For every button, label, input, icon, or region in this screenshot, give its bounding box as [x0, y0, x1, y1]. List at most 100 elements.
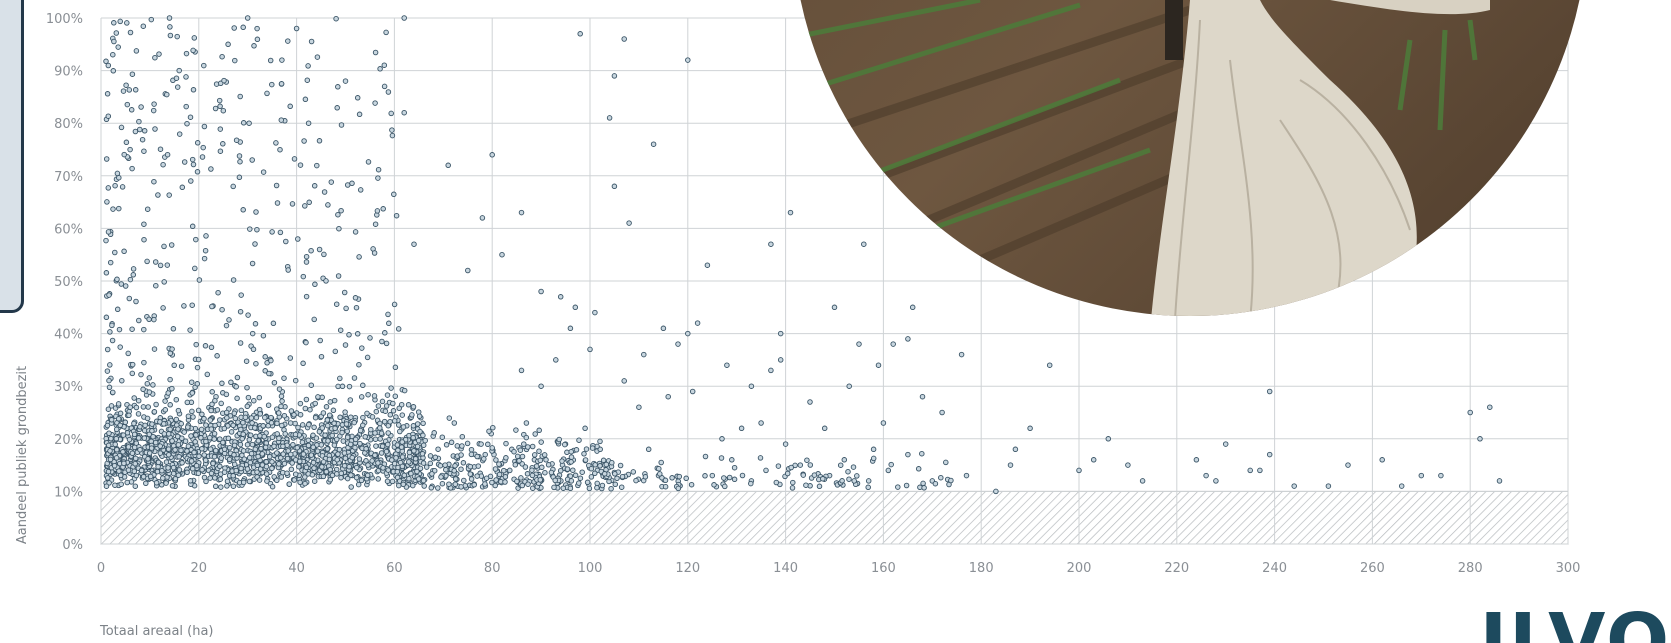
scatter-point — [258, 445, 264, 452]
scatter-point — [253, 414, 260, 421]
scatter-point — [489, 152, 495, 158]
scatter-point — [141, 359, 147, 366]
scatter-point — [306, 199, 312, 206]
scatter-point — [201, 474, 208, 481]
scatter-point — [568, 478, 575, 484]
scatter-point — [731, 476, 738, 483]
scatter-point — [112, 182, 118, 189]
scatter-point — [601, 471, 608, 477]
scatter-point — [374, 208, 381, 214]
scatter-point — [339, 383, 346, 390]
scatter-point — [103, 483, 110, 489]
scatter-point — [213, 447, 219, 454]
scatter-point — [256, 394, 263, 401]
scatter-point — [583, 446, 590, 452]
scatter-point — [338, 474, 344, 481]
scatter-point — [372, 452, 378, 458]
scatter-point — [240, 120, 247, 126]
scatter-point — [228, 429, 235, 435]
scatter-point — [482, 481, 488, 487]
scatter-point — [193, 462, 200, 469]
scatter-point — [217, 436, 223, 442]
scatter-point — [382, 408, 389, 414]
scatter-point — [217, 463, 223, 470]
scatter-point — [231, 25, 237, 31]
scatter-point — [731, 464, 738, 471]
scatter-point — [553, 357, 559, 363]
scatter-point — [281, 412, 288, 419]
scatter-point — [198, 435, 204, 441]
scatter-point — [333, 301, 340, 307]
scatter-point — [254, 25, 260, 32]
scatter-point — [230, 483, 237, 489]
scatter-point — [729, 457, 735, 463]
scatter-point — [261, 433, 267, 440]
scatter-point — [210, 460, 216, 467]
scatter-point — [405, 402, 412, 408]
scatter-point — [320, 473, 327, 480]
scatter-point — [524, 471, 531, 477]
scatter-point — [196, 453, 202, 459]
x-tick-label: 160 — [871, 561, 896, 576]
scatter-point — [200, 144, 206, 151]
scatter-point — [335, 84, 341, 90]
scatter-point — [352, 444, 358, 451]
scatter-point — [354, 95, 361, 101]
scatter-point — [297, 162, 304, 168]
scatter-point — [129, 450, 136, 456]
scatter-point — [174, 84, 181, 90]
scatter-point — [1345, 462, 1351, 468]
scatter-point — [126, 295, 133, 302]
scatter-point — [302, 203, 308, 209]
scatter-point — [564, 449, 570, 456]
scatter-point — [207, 475, 213, 481]
scatter-point — [279, 422, 285, 429]
scatter-point — [121, 460, 127, 467]
scatter-point — [303, 339, 309, 346]
scatter-point — [452, 476, 459, 482]
scatter-point — [189, 408, 195, 415]
scatter-point — [448, 439, 455, 446]
scatter-point — [621, 36, 627, 42]
scatter-point — [199, 446, 205, 452]
scatter-point — [315, 394, 321, 400]
scatter-point — [265, 402, 272, 408]
scatter-point — [920, 480, 926, 487]
scatter-point — [160, 475, 166, 481]
scatter-point — [396, 482, 402, 489]
scatter-point — [156, 51, 162, 57]
scatter-point — [183, 74, 189, 80]
scatter-point — [144, 380, 151, 387]
scatter-point — [316, 246, 323, 253]
scatter-point — [311, 183, 318, 189]
scatter-point — [237, 158, 243, 165]
scatter-point — [104, 346, 111, 353]
scatter-point — [146, 450, 153, 456]
scatter-point — [271, 443, 277, 450]
scatter-point — [763, 467, 769, 474]
scatter-point — [382, 330, 388, 336]
scatter-point — [228, 379, 234, 386]
scatter-point — [721, 475, 727, 481]
scatter-point — [903, 482, 910, 489]
scatter-point — [129, 165, 135, 172]
scatter-point — [176, 453, 182, 460]
scatter-point — [396, 405, 402, 412]
scatter-point — [387, 418, 393, 425]
scatter-point — [348, 484, 354, 490]
scatter-point — [201, 452, 207, 458]
scatter-point — [338, 122, 345, 128]
scatter-point — [337, 375, 343, 382]
scatter-point — [252, 446, 259, 452]
scatter-point — [274, 200, 281, 206]
scatter-point — [105, 406, 112, 412]
scatter-point — [675, 485, 682, 492]
scatter-point — [349, 180, 355, 187]
scatter-point — [411, 241, 417, 247]
scatter-point — [152, 439, 159, 446]
scatter-point — [513, 427, 519, 433]
scatter-point — [199, 466, 205, 473]
scatter-point — [211, 430, 218, 437]
scatter-point — [185, 443, 192, 449]
scatter-point — [518, 367, 525, 374]
